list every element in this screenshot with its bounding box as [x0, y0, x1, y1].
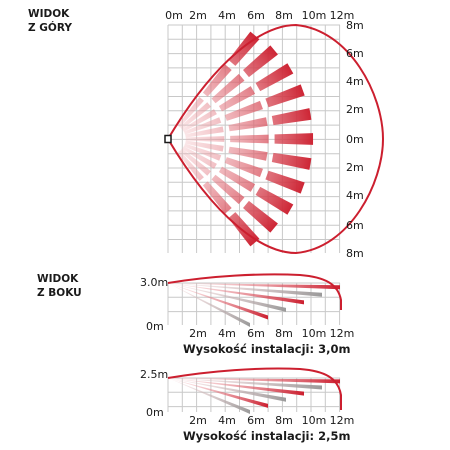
top-beam-segment — [265, 84, 305, 108]
side1-x-label: 4m — [218, 327, 236, 340]
side-view-title-line1: WIDOK — [37, 273, 79, 285]
side-view-2-5m-caption: Wysokość instalacji: 2,5m — [183, 429, 350, 443]
side-beam — [168, 378, 322, 390]
side2-x-label: 2m — [189, 414, 207, 427]
top-beam-segment — [182, 109, 217, 132]
top-view-title-line2: Z GÓRY — [28, 21, 72, 34]
top-beam-segment — [224, 157, 263, 178]
top-beam-segment — [185, 136, 225, 142]
top-x-label: 6m — [247, 9, 265, 22]
sensor-marker-top — [164, 134, 172, 144]
top-view-title-line1: WIDOK — [28, 8, 70, 20]
side2-x-label: 10m — [302, 414, 327, 427]
side-view-3m-height-label: 3.0m — [140, 276, 168, 289]
top-y-label: 6m — [346, 219, 364, 232]
top-x-label: 8m — [275, 9, 293, 22]
top-beam-segment — [177, 150, 204, 182]
top-beam-segment — [230, 134, 269, 144]
top-y-label: 2m — [346, 103, 364, 116]
side1-x-label: 8m — [275, 327, 293, 340]
top-beam-segment — [228, 117, 268, 132]
side2-x-label: 8m — [275, 414, 293, 427]
top-y-label: 4m — [346, 189, 364, 202]
top-view: WIDOK Z GÓRY 0m 2m 4m 6m 8m 10m 12m 8m 6… — [28, 8, 385, 260]
side-view-3m-x-axis: 2m 4m 6m 8m 10m 12m — [189, 327, 354, 340]
side1-x-label: 12m — [330, 327, 355, 340]
side2-x-label: 12m — [330, 414, 355, 427]
side-view-3m-caption: Wysokość instalacji: 3,0m — [183, 342, 350, 356]
top-beam-segment — [179, 148, 212, 176]
top-x-label: 4m — [218, 9, 236, 22]
side-view-2-5m-outline — [167, 367, 342, 410]
top-beam-segment — [185, 140, 224, 152]
top-y-label: 4m — [346, 75, 364, 88]
side-beam — [168, 378, 340, 384]
top-beam-segment — [271, 152, 312, 170]
side-view-2-5m-beams — [168, 378, 340, 414]
side-beam — [168, 378, 304, 396]
side2-x-label: 6m — [247, 414, 265, 427]
side2-x-label: 4m — [218, 414, 236, 427]
side-beam — [168, 283, 304, 305]
side1-x-label: 10m — [302, 327, 327, 340]
top-view-x-axis: 0m 2m 4m 6m 8m 10m 12m — [165, 9, 354, 22]
top-beam-segment — [255, 186, 294, 215]
top-beam-segment — [243, 200, 278, 233]
top-x-label: 2m — [189, 9, 207, 22]
top-y-label: 6m — [346, 47, 364, 60]
side-view-2-5m-height-label: 2.5m — [140, 368, 168, 381]
side1-x-label: 6m — [247, 327, 265, 340]
side1-x-label: 2m — [189, 327, 207, 340]
side-beam — [168, 283, 250, 327]
top-beam-segment — [224, 100, 263, 121]
side-beam — [168, 378, 250, 414]
top-beam-segment — [183, 117, 222, 135]
top-y-label: 8m — [346, 19, 364, 32]
side-view-title-line2: Z BOKU — [37, 287, 82, 299]
top-beam-segment — [177, 96, 204, 128]
top-view-grid — [167, 24, 341, 253]
top-beam-segment — [202, 64, 232, 97]
top-beam-segment — [274, 133, 314, 145]
side-view-3m: WIDOK Z BOKU 3.0m 0m 2m 4m 6m 8m 10m 12m… — [37, 273, 354, 356]
top-view-y-axis: 8m 6m 4m 2m 0m 2m 4m 6m 8m — [346, 19, 364, 260]
top-beam-segment — [211, 174, 245, 205]
side-beam — [168, 283, 268, 320]
top-x-label: 0m — [165, 9, 183, 22]
side-beam — [168, 378, 286, 402]
top-beam-segment — [228, 146, 268, 161]
top-view-beams — [177, 31, 314, 247]
top-x-label: 10m — [302, 9, 327, 22]
top-beam-segment — [185, 126, 224, 138]
top-view-detection-outline — [166, 23, 385, 255]
top-beam-segment — [211, 73, 245, 104]
top-beam-segment — [218, 86, 256, 112]
side-beam — [168, 283, 340, 290]
side-beam — [168, 378, 268, 408]
side-view-3m-outline — [167, 273, 342, 310]
side-view-2-5m: 2.5m 0m 2m 4m 6m 8m 10m 12m Wysokość ins… — [140, 367, 354, 443]
top-y-label: 2m — [346, 161, 364, 174]
top-beam-segment — [218, 166, 256, 192]
top-beam-segment — [202, 181, 232, 214]
side-view-3m-zero-label: 0m — [146, 320, 164, 333]
top-beam-segment — [271, 108, 312, 126]
side-beam — [168, 283, 286, 312]
top-beam-segment — [265, 170, 305, 194]
top-beam-segment — [183, 143, 222, 161]
top-y-label: 8m — [346, 247, 364, 260]
top-beam-segment — [179, 102, 212, 130]
top-x-label: 12m — [330, 9, 355, 22]
top-y-label: 0m — [346, 133, 364, 146]
side-view-3m-beams — [168, 283, 340, 327]
side-beam — [168, 283, 322, 297]
top-beam-segment — [182, 146, 217, 169]
top-beam-segment — [243, 45, 278, 78]
side-view-2-5m-x-axis: 2m 4m 6m 8m 10m 12m — [189, 414, 354, 427]
top-beam-segment — [255, 63, 294, 92]
side-view-2-5m-zero-label: 0m — [146, 406, 164, 419]
